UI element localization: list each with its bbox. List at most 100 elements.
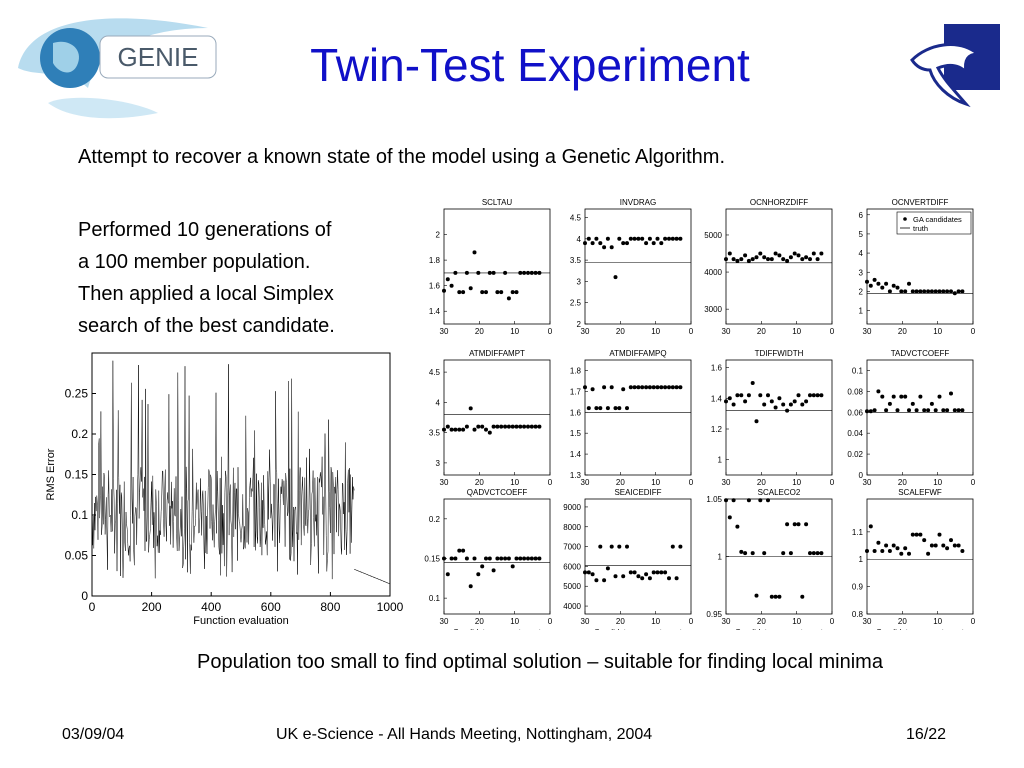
ga-candidate-point	[781, 257, 786, 262]
x-tick-label: 20	[757, 617, 766, 626]
x-tick-label: 0	[830, 327, 835, 336]
ga-candidate-point	[743, 551, 748, 556]
x-tick-label: 10	[510, 617, 519, 626]
ga-candidate-point	[743, 399, 748, 404]
ga-candidate-point	[724, 257, 728, 262]
ga-candidate-point	[609, 544, 614, 549]
ga-candidate-point	[472, 556, 477, 561]
x-tick-label: 20	[757, 478, 766, 487]
y-tick-label: 1.6	[711, 364, 723, 373]
y-tick-label: 1	[718, 553, 723, 562]
y-tick-label: 4000	[563, 602, 581, 611]
ga-candidate-point	[659, 570, 664, 575]
ga-candidate-point	[895, 408, 900, 413]
ga-candidate-point	[632, 570, 637, 575]
ga-candidate-point	[876, 540, 881, 545]
ga-candidate-point	[785, 258, 790, 263]
ga-candidate-point	[491, 424, 496, 429]
x-tick-label: 10	[792, 478, 801, 487]
ga-candidate-point	[808, 551, 812, 556]
ga-candidate-point	[583, 570, 587, 575]
ga-candidate-point	[746, 258, 751, 263]
x-tick-label: 20	[616, 617, 625, 626]
ga-candidate-point	[949, 538, 953, 543]
ga-candidate-point	[674, 385, 679, 390]
ga-candidate-point	[678, 544, 683, 549]
panel-title: OCNHORZDIFF	[750, 198, 808, 207]
panel-qadvctcoeff: QADVCTCOEFF 0.1 0.15 0.2 30 20 10 0 Candidate pa…	[424, 488, 552, 630]
y-tick-label: 3	[859, 268, 864, 277]
genie-logo: GENIE	[8, 8, 223, 128]
ga-candidate-point	[891, 283, 896, 288]
ga-candidate-point	[872, 408, 877, 413]
ga-candidate-point	[956, 408, 961, 413]
ga-candidate-point	[731, 498, 736, 503]
ga-candidate-point	[510, 564, 515, 569]
ga-candidate-point	[887, 401, 892, 406]
y-axis-label: RMS Error	[45, 448, 57, 500]
ga-candidate-point	[640, 236, 645, 241]
ga-candidate-point	[667, 385, 671, 390]
y-tick-label: 0.25	[65, 387, 89, 401]
panel-scaleco2: SCALECO2 0.95 1 1.05 30 20 10 0 Candidate parame…	[706, 488, 834, 630]
ga-candidate-point	[445, 572, 450, 577]
ga-candidate-point	[529, 556, 534, 561]
x-tick-label: 0	[971, 478, 976, 487]
y-tick-label: 0.08	[847, 387, 863, 396]
ga-candidate-point	[609, 245, 614, 250]
ga-candidate-point	[735, 258, 740, 263]
y-tick-label: 0.1	[852, 366, 864, 375]
x-tick-label: 30	[863, 617, 872, 626]
ga-candidate-point	[865, 279, 869, 284]
x-tick-label: 30	[581, 617, 590, 626]
x-tick-label: 30	[722, 617, 731, 626]
y-tick-label: 0.04	[847, 429, 863, 438]
y-tick-label: 3	[577, 277, 582, 286]
ga-candidate-point	[476, 572, 481, 577]
panel-tadvctcoeff: TADVCTCOEFF 0 0.02 0.04 0.06 0.08 0.1 30 20 10 0	[847, 349, 975, 487]
ga-candidate-point	[495, 424, 500, 429]
ga-candidate-point	[659, 241, 664, 246]
ga-candidate-point	[868, 283, 873, 288]
ga-candidate-point	[628, 570, 633, 575]
ga-candidate-point	[472, 250, 477, 255]
ga-candidate-point	[865, 409, 869, 414]
ga-candidate-point	[621, 241, 626, 246]
ga-candidate-point	[605, 406, 610, 411]
y-tick-label: 0	[81, 589, 88, 603]
ga-candidate-point	[445, 277, 450, 282]
ga-candidate-point	[952, 291, 957, 296]
ga-candidate-point	[514, 556, 519, 561]
ga-candidate-point	[533, 270, 538, 275]
ga-candidate-point	[651, 570, 656, 575]
ga-candidate-point	[926, 551, 931, 556]
ga-candidate-point	[457, 427, 462, 432]
ga-candidate-point	[506, 296, 511, 301]
y-tick-label: 1	[718, 456, 723, 465]
ga-candidate-point	[731, 257, 736, 262]
ga-candidate-point	[651, 241, 656, 246]
x-tick-label: 10	[651, 327, 660, 336]
y-tick-label: 6000	[563, 562, 581, 571]
ga-candidate-point	[796, 522, 801, 527]
ga-candidate-point	[678, 236, 683, 241]
panel-title: SEAICEDIFF	[614, 488, 661, 497]
ga-candidate-point	[876, 281, 881, 286]
ga-candidate-point	[929, 401, 934, 406]
footer-date: 03/09/04	[62, 726, 125, 743]
ga-candidate-point	[777, 253, 782, 258]
y-tick-label: 4	[436, 398, 441, 407]
ga-trace	[91, 360, 355, 580]
y-tick-label: 0.05	[65, 549, 89, 563]
ga-candidate-point	[442, 556, 446, 561]
ga-candidate-point	[449, 556, 454, 561]
ga-candidate-point	[918, 532, 923, 537]
rms-error-chart: 0 200 400 600 800 1000 0 0.05 0.1 0.15 0.2 0.25 Func…	[45, 352, 404, 627]
x-tick-label: 10	[933, 327, 942, 336]
y-tick-label: 0.2	[71, 427, 88, 441]
ga-candidate-point	[602, 578, 607, 583]
ga-candidate-point	[750, 551, 755, 556]
ga-candidate-point	[628, 236, 633, 241]
ga-candidate-point	[952, 408, 957, 413]
